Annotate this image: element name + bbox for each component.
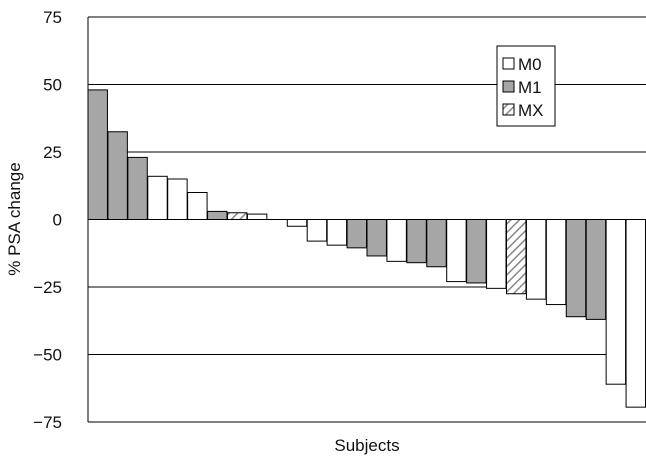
bar-m1 [565, 219, 587, 318]
legend: M0 M1 MX [496, 45, 556, 127]
bar-m0 [605, 219, 627, 385]
bars [87, 89, 646, 408]
y-tick-label: 75 [43, 8, 62, 27]
y-axis-label: % PSA change [5, 162, 24, 275]
y-tick-label: −50 [33, 346, 62, 365]
y-tick-label: −75 [33, 413, 62, 432]
bar-m0 [286, 219, 308, 227]
bar-m1 [207, 210, 228, 220]
bar-m1 [585, 219, 607, 320]
y-tick-label: 25 [43, 143, 62, 162]
bar-m0 [306, 219, 328, 242]
bar-mx [506, 219, 527, 295]
legend-swatch-m1 [502, 80, 515, 93]
bar-m1 [426, 219, 447, 268]
bar-m1 [466, 219, 487, 284]
bar-m0 [386, 219, 407, 262]
bar-m1 [107, 131, 128, 220]
bar-m0 [446, 219, 467, 283]
bar-m1 [346, 219, 368, 249]
legend-swatch-m0 [502, 57, 515, 70]
x-axis-label: Subjects [334, 436, 399, 455]
y-tick-label: 50 [43, 76, 62, 95]
y-axis-ticks: 75 50 25 0 −25 −50 −75 [33, 8, 62, 432]
bar-m0 [486, 219, 507, 289]
bar-m0 [545, 219, 567, 306]
bar-m0 [147, 175, 168, 221]
y-tick-label: 0 [53, 211, 62, 230]
bar-m0 [187, 192, 208, 220]
legend-label-m1: M1 [518, 78, 542, 97]
bar-m0 [167, 178, 188, 220]
legend-label-mx: MX [518, 101, 544, 120]
bar-m1 [366, 219, 387, 257]
bar-m1 [127, 156, 148, 220]
bar-m0 [246, 213, 268, 221]
legend-swatch-mx [502, 103, 515, 116]
bar-mx [227, 212, 248, 220]
bar-m0 [525, 219, 547, 300]
y-tick-label: −25 [33, 278, 62, 297]
bar-m0 [625, 219, 646, 408]
legend-label-m0: M0 [518, 55, 542, 74]
bar-m1 [87, 89, 108, 221]
bar-m0 [326, 219, 348, 246]
bar-m1 [406, 219, 427, 264]
